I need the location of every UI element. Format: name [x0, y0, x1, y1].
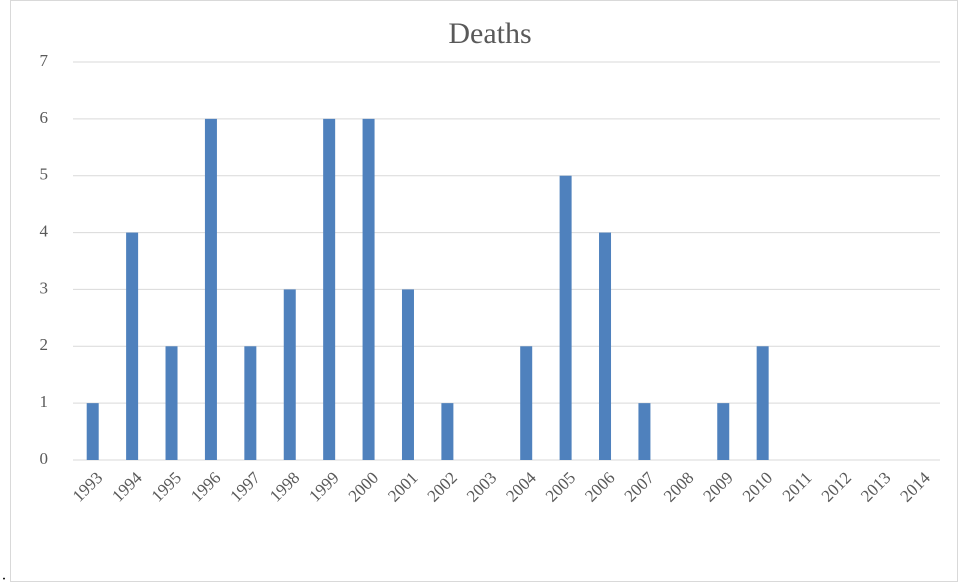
bar: [323, 118, 336, 460]
chart-title: Deaths: [448, 17, 531, 50]
y-tick-label: 4: [40, 221, 49, 240]
bar: [86, 403, 99, 460]
bar: [204, 118, 217, 460]
bar: [401, 289, 414, 460]
bar: [520, 346, 533, 460]
bar: [717, 403, 730, 460]
bar: [599, 232, 612, 460]
y-tick-label: 5: [40, 165, 49, 184]
bar: [244, 346, 257, 460]
y-tick-label: 1: [40, 392, 49, 411]
y-tick-label: 3: [40, 278, 49, 297]
bar: [559, 175, 572, 460]
bar: [638, 403, 651, 460]
y-tick-label: 2: [40, 335, 49, 354]
bar: [165, 346, 178, 460]
y-tick-label: 0: [40, 449, 49, 468]
y-tick-label: 7: [40, 51, 49, 70]
bar: [283, 289, 296, 460]
bar: [441, 403, 454, 460]
bar: [362, 118, 375, 460]
paragraph-mark: .: [2, 567, 6, 584]
chart-border: [10, 0, 958, 582]
y-tick-label: 6: [40, 108, 49, 127]
bar: [126, 232, 139, 460]
bar: [756, 346, 769, 460]
